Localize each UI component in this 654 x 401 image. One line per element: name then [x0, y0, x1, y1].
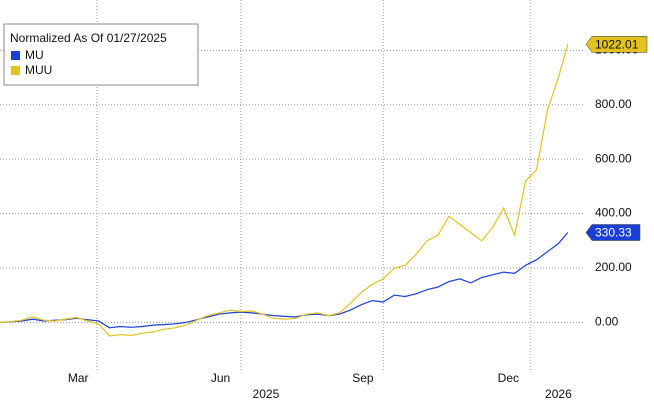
x-tick-label: Jun [211, 371, 230, 385]
legend: Normalized As Of 01/27/2025 MU MUU [3, 23, 199, 86]
legend-swatch [11, 66, 20, 75]
legend-label: MUU [25, 63, 52, 77]
legend-label: MU [25, 48, 44, 62]
x-tick-label: Sep [352, 371, 374, 385]
line [0, 44, 569, 337]
x-year-label: 2026 [545, 387, 572, 401]
x-year-label: 2025 [253, 387, 280, 401]
y-tick-label: 800.00 [595, 97, 632, 111]
y-tick-label: 400.00 [595, 206, 632, 220]
last-value-label: 1022.01 [595, 38, 639, 52]
last-value-label: 330.33 [595, 226, 632, 240]
y-tick-label: 600.00 [595, 151, 632, 165]
legend-title: Normalized As Of 01/27/2025 [10, 31, 167, 45]
y-tick-label: 200.00 [595, 260, 632, 274]
y-tick-label: 0.00 [595, 315, 619, 329]
last-value-tag [585, 36, 648, 53]
line [0, 232, 569, 329]
legend-swatch [11, 51, 20, 60]
legend-box [3, 23, 199, 86]
x-tick-label: Mar [68, 371, 89, 385]
last-value-tag [585, 224, 641, 241]
x-tick-label: Dec [498, 371, 519, 385]
